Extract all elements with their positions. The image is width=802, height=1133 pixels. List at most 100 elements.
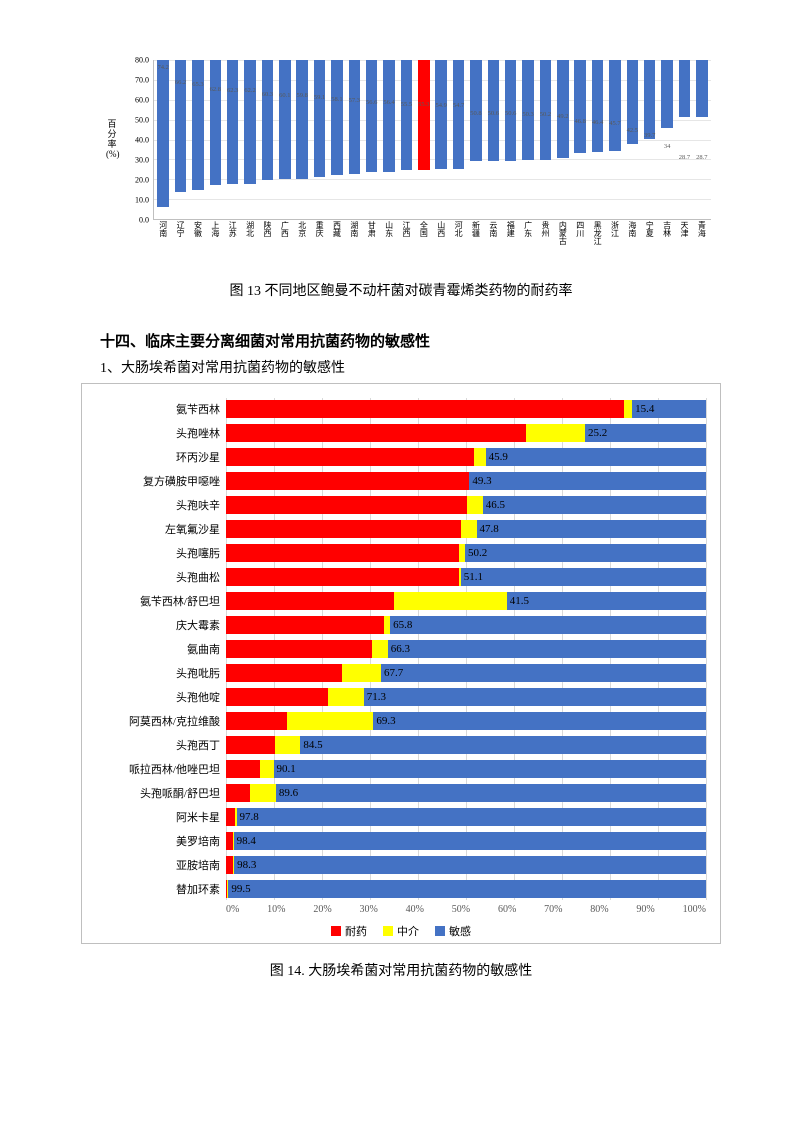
chart1-category-label: 宁夏 bbox=[644, 221, 655, 237]
chart2-segment-resistant: 33 bbox=[226, 616, 384, 634]
chart1-bar-col: 42.5海南 bbox=[625, 60, 639, 219]
chart1-value-label: 62.2 bbox=[244, 87, 255, 94]
chart2-xtick: 70% bbox=[544, 904, 562, 915]
chart2-category-label: 氨苄西林 bbox=[96, 401, 226, 417]
chart1-bar bbox=[314, 60, 326, 177]
chart1-value-label: 34 bbox=[664, 143, 671, 150]
chart2-segment-sensitive: 84.5 bbox=[300, 736, 706, 754]
chart2-row: 哌拉西林/他唑巴坦7.190.1 bbox=[96, 758, 706, 780]
chart1-value-label: 50.3 bbox=[522, 111, 533, 118]
chart1-bar-col: 50.3广东 bbox=[521, 60, 535, 219]
chart2-category-label: 头孢西丁 bbox=[96, 737, 226, 753]
chart2-row: 头孢呋辛50.346.5 bbox=[96, 494, 706, 516]
chart2-segment-sensitive: 47.8 bbox=[477, 520, 706, 538]
chart2-segment-sensitive: 45.9 bbox=[486, 448, 706, 466]
chart2-category-label: 哌拉西林/他唑巴坦 bbox=[96, 761, 226, 777]
chart2-xtick: 20% bbox=[313, 904, 331, 915]
chart2-value-label: 15.4 bbox=[635, 403, 654, 415]
chart1-bar bbox=[592, 60, 604, 152]
chart1-bar-col: 34吉林 bbox=[660, 60, 674, 219]
chart2-segment-resistant: 48.6 bbox=[226, 544, 459, 562]
chart1-bar-col: 59.8北京 bbox=[295, 60, 309, 219]
chart2-segment-resistant: 82.9 bbox=[226, 400, 624, 418]
chart2-category-label: 头孢吡肟 bbox=[96, 665, 226, 681]
chart1-value-label: 60.1 bbox=[279, 92, 290, 99]
chart2-segment-resistant: 21.2 bbox=[226, 688, 328, 706]
chart2-row: 复方磺胺甲噁唑50.749.3 bbox=[96, 470, 706, 492]
chart2-row: 头孢吡肟24.1 67.7 bbox=[96, 662, 706, 684]
chart1-bar bbox=[435, 60, 447, 169]
chart2-segment-intermediate bbox=[624, 400, 632, 418]
legend-swatch bbox=[331, 926, 341, 936]
chart1-category-label: 内蒙古 bbox=[557, 221, 568, 245]
legend-swatch bbox=[383, 926, 393, 936]
chart2-row: 左氧氟沙星48.947.8 bbox=[96, 518, 706, 540]
chart1-bar-col: 39.7宁夏 bbox=[643, 60, 657, 219]
chart2-category-label: 阿米卡星 bbox=[96, 809, 226, 825]
chart2-segment-sensitive: 65.8 bbox=[390, 616, 706, 634]
chart1-category-label: 浙江 bbox=[609, 221, 620, 237]
chart1-bar bbox=[227, 60, 239, 184]
chart1-bar bbox=[661, 60, 673, 128]
chart2-category-label: 替加环素 bbox=[96, 881, 226, 897]
chart1-container: 百 分 率 (%) 0.010.020.030.040.050.060.070.… bbox=[81, 60, 721, 260]
chart2-category-label: 左氧氟沙星 bbox=[96, 521, 226, 537]
chart2-segment-resistant: 10.3 bbox=[226, 736, 275, 754]
chart1-bar bbox=[157, 60, 169, 207]
chart2-segment-sensitive: 98.3 bbox=[234, 856, 706, 874]
chart1-category-label: 广西 bbox=[279, 221, 290, 237]
chart1-value-label: 62.8 bbox=[210, 86, 221, 93]
chart1-value-label: 58.1 bbox=[331, 96, 342, 103]
chart2-value-label: 41.5 bbox=[510, 595, 529, 607]
chart2-segment-resistant: 24.1 bbox=[226, 664, 342, 682]
chart2-category-label: 美罗培南 bbox=[96, 833, 226, 849]
legend-item: 耐药 bbox=[331, 923, 367, 939]
chart1-bar-col: 54.7河北 bbox=[451, 60, 465, 219]
chart1-category-label: 河南 bbox=[158, 221, 169, 237]
chart2-segment-intermediate bbox=[394, 592, 507, 610]
chart2-xtick: 0% bbox=[226, 904, 239, 915]
chart2-bar: 7.190.1 bbox=[226, 760, 706, 778]
chart2-row: 头孢西丁10.3 84.5 bbox=[96, 734, 706, 756]
chart1-value-label: 50.2 bbox=[540, 111, 551, 118]
chart2-segment-sensitive: 25.2 bbox=[585, 424, 706, 442]
chart2-value-label: 98.3 bbox=[237, 859, 256, 871]
chart2-row: 亚胺培南1.498.3 bbox=[96, 854, 706, 876]
chart2-value-label: 84.5 bbox=[303, 739, 322, 751]
chart2-row: 美罗培南1.598.4 bbox=[96, 830, 706, 852]
chart1-bar bbox=[349, 60, 361, 174]
chart1-value-label: 46.8 bbox=[575, 118, 586, 125]
chart2-segment-sensitive: 99.5 bbox=[228, 880, 706, 898]
chart2-caption: 图 14. 大肠埃希菌对常用抗菌药物的敏感性 bbox=[60, 960, 742, 980]
chart1-bar-col: 74.2河南 bbox=[156, 60, 170, 219]
chart1-value-label: 56.6 bbox=[366, 99, 377, 106]
chart2-segment-intermediate bbox=[526, 424, 586, 442]
chart2-value-label: 89.6 bbox=[279, 787, 298, 799]
chart1-bar-col: 62.3江苏 bbox=[226, 60, 240, 219]
chart1-ytick: 40.0 bbox=[135, 136, 149, 145]
chart2-segment-sensitive: 50.2 bbox=[465, 544, 706, 562]
chart2-segment-sensitive: 49.3 bbox=[469, 472, 706, 490]
chart1-value-label: 50.6 bbox=[505, 110, 516, 117]
chart2-value-label: 67.7 bbox=[384, 667, 403, 679]
chart1-category-label: 福建 bbox=[505, 221, 516, 237]
chart2-xtick: 90% bbox=[636, 904, 654, 915]
chart2-segment-sensitive: 46.5 bbox=[483, 496, 706, 514]
chart2-bar: 62.425.2 bbox=[226, 424, 706, 442]
chart1-value-label: 62.3 bbox=[227, 87, 238, 94]
chart1-ytick: 10.0 bbox=[135, 196, 149, 205]
chart2-bar: 1.598.4 bbox=[226, 832, 706, 850]
chart2-value-label: 90.1 bbox=[277, 763, 296, 775]
chart2-segment-sensitive: 71.3 bbox=[364, 688, 706, 706]
chart2-segment-intermediate bbox=[250, 784, 276, 802]
chart2-row: 氨曲南30.466.3 bbox=[96, 638, 706, 660]
chart1-value-label: 45.7 bbox=[609, 120, 620, 127]
chart1-bar-col: 60.1广西 bbox=[278, 60, 292, 219]
chart1-bar-col: 46.8四川 bbox=[573, 60, 587, 219]
chart2-bar: 1.498.3 bbox=[226, 856, 706, 874]
chart1-value-label: 50.8 bbox=[470, 110, 481, 117]
chart1-value-label: 60.3 bbox=[262, 91, 273, 98]
chart2-xtick: 30% bbox=[359, 904, 377, 915]
chart2-value-label: 47.8 bbox=[480, 523, 499, 535]
chart2-row: 阿莫西林/克拉维酸12.769.3 bbox=[96, 710, 706, 732]
